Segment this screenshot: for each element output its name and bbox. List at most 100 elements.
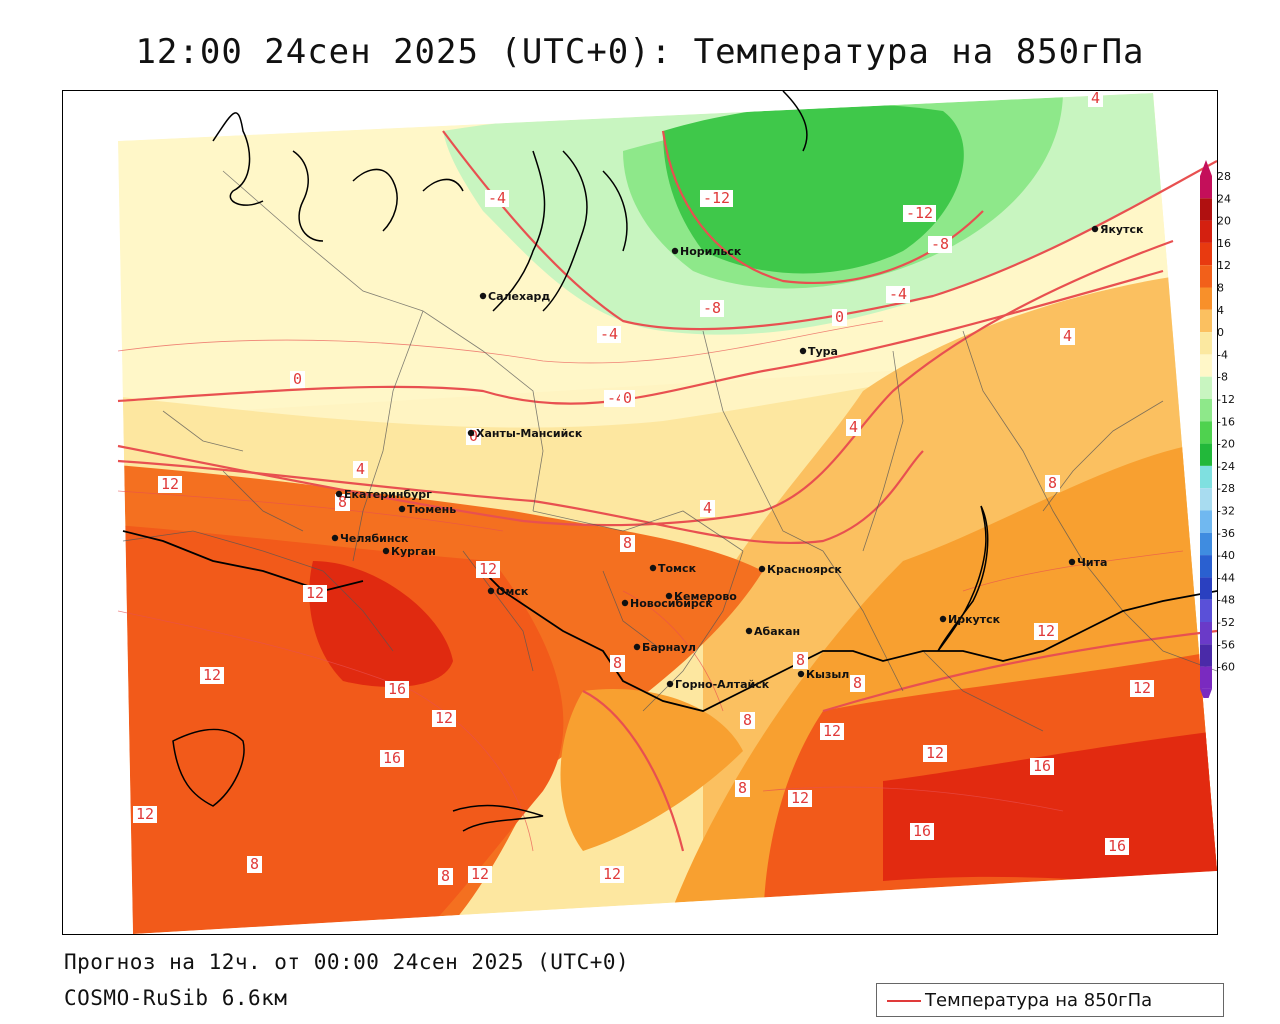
city-dot [621, 599, 629, 607]
region-boundaries [122, 170, 1217, 732]
city-label: Курган [391, 545, 436, 558]
city-marker: Тура [799, 345, 838, 358]
isotherm-label-bg [620, 390, 635, 407]
isotherm-label-bg [133, 806, 157, 823]
isotherm-label-text: -12 [703, 189, 730, 207]
colorbar-tick-label: -24 [1217, 460, 1235, 473]
isotherm-label-text: 12 [1037, 622, 1055, 640]
colorbar-swatch [1200, 510, 1212, 533]
isotherm-label-bg [438, 868, 453, 885]
city-dot [1068, 558, 1076, 566]
isotherm-label-text: -8 [931, 235, 949, 253]
forecast-info: Прогноз на 12ч. от 00:00 24сен 2025 (UTC… [64, 950, 630, 974]
colorbar-swatch [1200, 666, 1212, 689]
colorbar-swatch [1200, 488, 1212, 511]
isotherm-label: 8 [793, 651, 808, 669]
isotherm-label-bg [910, 823, 934, 840]
city-label: Горно-Алтайск [675, 678, 770, 691]
isotherm-label: -8 [928, 235, 952, 253]
isotherm-label: 0 [832, 308, 847, 326]
city-marker: Салехард [479, 290, 550, 303]
city-dot [665, 592, 673, 600]
colorbar-swatch [1200, 465, 1212, 489]
colorbar-swatch [1200, 332, 1212, 355]
isotherm-label: 8 [1045, 474, 1060, 492]
isotherm-label: 8 [620, 534, 635, 552]
colorbar-swatch [1200, 555, 1212, 578]
isotherm-label-text: 12 [823, 722, 841, 740]
colorbar-tick-label: 0 [1217, 326, 1224, 339]
city-label: Ханты-Мансийск [476, 427, 583, 440]
colorbar-tick-label: -4 [1217, 348, 1228, 361]
isotherm-label-text: 12 [479, 560, 497, 578]
isotherm-label-bg [380, 750, 404, 767]
isotherm-label: 12 [1130, 679, 1154, 697]
temperature-colorbar: 28 24 20 16 12 8 4 0 -4 -8 -12 -16 -20 -24 -28 -32 -36 -4… [1200, 160, 1235, 698]
isotherm-label-bg [846, 419, 861, 436]
isotherm-label-bg [928, 236, 952, 253]
isotherm-label-text: -8 [703, 299, 721, 317]
isotherm-label: 8 [735, 779, 750, 797]
isotherm-label-bg [1130, 680, 1154, 697]
isotherm-label: -4 [597, 325, 621, 343]
isotherm-label-text: -4 [600, 325, 618, 343]
domain-mask-left [63, 91, 133, 934]
city-dot [1091, 225, 1099, 233]
isotherm-label: 4 [1060, 327, 1075, 345]
city-label: Иркутск [948, 613, 1001, 626]
city-marker: Челябинск [331, 532, 409, 545]
isotherm-label-text: 12 [306, 584, 324, 602]
city-marker: Якутск [1091, 223, 1144, 236]
city-marker: Курган [382, 545, 436, 558]
colorbar-tick-label: -48 [1217, 594, 1235, 607]
colorbar-swatch [1200, 265, 1212, 288]
colorbar-swatch [1200, 198, 1212, 221]
colorbar-tick-label: -52 [1217, 616, 1235, 629]
isotherm-label-bg [1088, 91, 1103, 107]
city-marker: Тюмень [398, 503, 456, 516]
coastlines [172, 91, 989, 832]
isotherm-label: -12 [700, 189, 733, 207]
colorbar-tick-label: 4 [1217, 304, 1224, 317]
isotherm-label: 8 [850, 674, 865, 692]
isotherm-label-text: 12 [161, 475, 179, 493]
colorbar-tick-label: -28 [1217, 482, 1235, 495]
isotherm-label: 12 [468, 865, 492, 883]
isotherm-label: 12 [788, 789, 812, 807]
isotherm-label-text: 8 [1048, 474, 1057, 492]
isotherm-label-bg [485, 190, 509, 207]
isotherm-label-bg [820, 723, 844, 740]
city-marker: Горно-Алтайск [666, 678, 770, 691]
isotherm-label: 12 [1034, 622, 1058, 640]
colorbar-tick-label: -8 [1217, 371, 1228, 384]
isotherm-label-bg [832, 309, 847, 326]
city-dot [649, 564, 657, 572]
isotherm-label-bg [158, 476, 182, 493]
isotherm-label-text: 4 [1091, 91, 1100, 107]
temperature-fill [118, 93, 1217, 934]
colorbar-tick-label: 12 [1217, 259, 1231, 272]
colorbar-tick-label: 20 [1217, 215, 1231, 228]
isotherm-label: -8 [700, 299, 724, 317]
isotherm-label-text: 0 [469, 427, 478, 445]
colorbar-tick-label: -32 [1217, 505, 1235, 518]
colorbar-swatch [1200, 309, 1212, 333]
colorbar-swatch [1200, 644, 1212, 667]
temperature-map[interactable]: -4 -12 -12 -8 -4 -8 -4 0 -4 0 0 0 4 4 4 4 4 8 12 12 8 12 16 12 1… [62, 90, 1218, 935]
isotherm-label: -4 [485, 189, 509, 207]
city-dot [671, 247, 679, 255]
isotherm-label-bg [200, 667, 224, 684]
colorbar-swatch [1200, 443, 1212, 466]
isotherm-label-bg [700, 500, 715, 517]
isotherm-label: 16 [380, 749, 404, 767]
colorbar-swatch [1200, 376, 1212, 399]
colorbar-swatch [1200, 354, 1212, 377]
isotherm-label-text: 0 [623, 389, 632, 407]
isotherm-label-bg [700, 300, 724, 317]
city-marker: Иркутск [939, 613, 1001, 626]
city-marker: Чита [1068, 556, 1107, 569]
isotherm-label-bg [385, 681, 409, 698]
isotherm-label-text: 8 [441, 867, 450, 885]
isotherm-label-text: 12 [435, 709, 453, 727]
isotherm-label-bg [886, 286, 910, 303]
